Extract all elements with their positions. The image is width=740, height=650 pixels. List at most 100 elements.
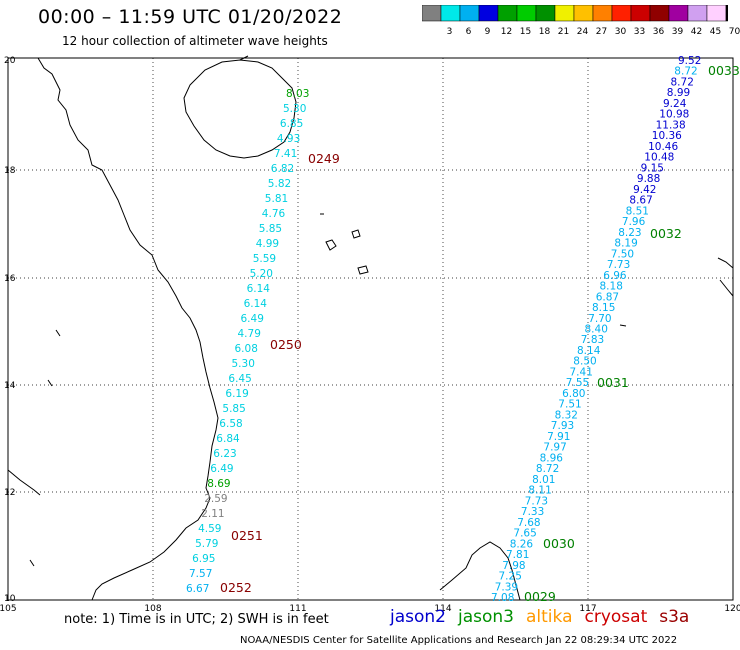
swh-value: 6.58: [219, 418, 242, 430]
swh-value: 8.72: [671, 77, 694, 89]
swh-value: 6.14: [244, 298, 268, 310]
swh-value: 6.23: [213, 448, 236, 460]
scale-label: 42: [690, 27, 703, 37]
swh-value: 6.49: [210, 463, 233, 475]
swh-value: 10.46: [648, 141, 678, 153]
swh-value: 7.51: [558, 399, 581, 411]
swh-value: 7.91: [547, 431, 570, 443]
pass-time-label: 0032: [650, 226, 682, 241]
scale-label: 70: [728, 27, 740, 37]
scale-label: 36: [652, 27, 665, 37]
swh-value: 7.55: [566, 377, 589, 389]
swh-value: 8.69: [207, 478, 230, 490]
swh-value: 8.01: [532, 474, 555, 486]
swh-value: 7.97: [543, 442, 566, 454]
swh-value: 8.72: [536, 463, 559, 475]
pass-time-label: 0251: [231, 528, 263, 543]
lat-label: 14: [4, 381, 16, 391]
swh-value: 8.96: [540, 452, 564, 464]
swh-value: 5.20: [250, 268, 273, 280]
color-scale-bar: [421, 4, 740, 22]
swh-value: 8.18: [600, 281, 623, 293]
coastline: [7, 55, 734, 601]
swh-value: 9.42: [633, 184, 656, 196]
swh-value: 8.72: [674, 66, 697, 78]
swh-value: 7.96: [622, 216, 646, 228]
legend-item-cryosat: cryosat: [584, 607, 648, 627]
swh-value: 7.81: [506, 549, 529, 561]
swh-value: 4.79: [238, 328, 261, 340]
legend-item-jason2: jason2: [390, 607, 446, 627]
pass-time-label: 0029: [524, 589, 556, 604]
legend-item-altika: altika: [526, 607, 573, 627]
map-frame: [7, 57, 734, 601]
swh-value: 6.87: [596, 291, 619, 303]
pass-time-label: 0249: [308, 151, 340, 166]
longitude-labels: 105 108 111 114 117 120: [0, 604, 740, 614]
swh-value: 10.36: [652, 130, 682, 142]
swh-value: 5.59: [253, 253, 276, 265]
scale-label: 24: [576, 27, 589, 37]
pass-time-label: 0033: [708, 63, 740, 78]
scale-label: 30: [614, 27, 627, 37]
swh-value: 10.48: [644, 152, 674, 164]
swh-value: 8.19: [614, 238, 637, 250]
swh-value: 7.83: [581, 334, 604, 346]
swh-value: 4.93: [277, 133, 300, 145]
swh-value: 9.52: [678, 55, 701, 67]
swh-value: 8.11: [528, 485, 551, 497]
swh-value: 9.88: [637, 173, 660, 185]
map-title: 00:00 – 11:59 UTC 01/20/2022: [38, 6, 343, 28]
pass-time-label: 0250: [270, 337, 302, 352]
swh-value: 6.19: [225, 388, 248, 400]
swh-value: 8.51: [626, 205, 649, 217]
swh-value: 5.30: [283, 103, 306, 115]
swh-value: 6.80: [562, 388, 585, 400]
pass-time-label: 0031: [597, 375, 629, 390]
swh-value: 6.96: [603, 270, 627, 282]
swh-value: 8.32: [555, 409, 578, 421]
swh-value: 7.41: [274, 148, 297, 160]
swh-value: 7.39: [495, 581, 518, 593]
swh-value: 8.14: [577, 345, 601, 357]
swh-value: 7.70: [588, 313, 611, 325]
scale-label: 21: [557, 27, 570, 37]
pass-time-label: 0030: [543, 536, 575, 551]
lon-label: 105: [0, 604, 17, 614]
lat-label: 16: [4, 274, 16, 284]
scale-label: 45: [709, 27, 722, 37]
swh-value: 7.98: [502, 560, 525, 572]
credit-line: NOAA/NESDIS Center for Satellite Applica…: [240, 635, 678, 646]
swh-value: 4.99: [256, 238, 279, 250]
scale-label: 15: [519, 27, 532, 37]
scale-label: 3: [446, 27, 453, 37]
lon-label: 111: [289, 604, 306, 614]
swh-value: 7.93: [551, 420, 574, 432]
swh-value: 9.24: [663, 98, 687, 110]
scale-label: 6: [465, 27, 472, 37]
swh-value: 7.65: [513, 528, 536, 540]
swh-value: 8.15: [592, 302, 615, 314]
swh-value: 5.85: [259, 223, 282, 235]
swh-value: 7.68: [517, 517, 540, 529]
time-labels: 0249 0250 0251 0252 0033 0032 0031 0030 0029: [220, 63, 740, 604]
swh-value: 6.08: [235, 343, 258, 355]
swh-value: 6.85: [280, 118, 303, 130]
swh-value: 8.40: [585, 324, 608, 336]
swh-value: 5.79: [195, 538, 218, 550]
swh-value: 5.82: [268, 178, 291, 190]
graticule: [8, 58, 733, 600]
swh-value: 7.08: [491, 592, 514, 604]
swh-value: 6.82: [271, 163, 294, 175]
swh-value: 6.95: [192, 553, 215, 565]
swh-value: 6.45: [228, 373, 251, 385]
swh-value: 8.23: [618, 227, 641, 239]
lon-label: 117: [579, 604, 596, 614]
swh-value: 4.59: [198, 523, 221, 535]
luzon-coast: [717, 257, 734, 297]
swh-value: 10.98: [659, 109, 689, 121]
swh-value: 7.50: [611, 248, 634, 260]
swh-value: 6.49: [241, 313, 264, 325]
